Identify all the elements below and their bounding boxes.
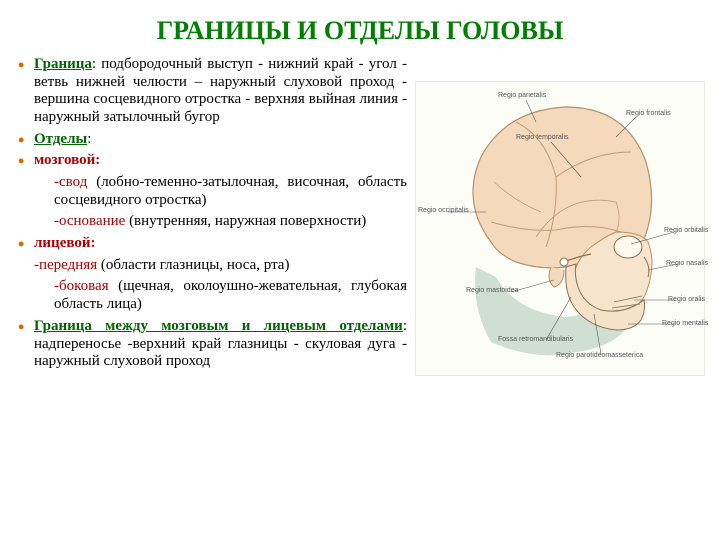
sections-colon: : xyxy=(87,131,91,147)
lbl-fossa: Fossa retromandibularis xyxy=(498,336,573,343)
item-border: Граница: подбородочный выступ - нижний к… xyxy=(12,56,407,127)
image-column: Regio parietalis Regio temporalis Regio … xyxy=(407,56,707,376)
face-anterior-label: -передняя xyxy=(34,257,97,273)
brain-base-text: (внутренняя, наружная поверхности) xyxy=(125,213,366,229)
content-area: Граница: подбородочный выступ - нижний к… xyxy=(0,56,720,376)
brain-base: -основание (внутренняя, наружная поверхн… xyxy=(12,213,407,231)
brain-base-label: -основание xyxy=(54,213,125,229)
text-column: Граница: подбородочный выступ - нижний к… xyxy=(12,56,407,376)
skull-diagram: Regio parietalis Regio temporalis Regio … xyxy=(415,81,705,376)
item-brain: мозговой: xyxy=(12,152,407,170)
brain-vault: -свод (лобно-теменно-затылочная, височна… xyxy=(12,174,407,209)
lbl-frontalis: Regio frontalis xyxy=(626,110,671,117)
lbl-orbitalis: Regio orbitalis xyxy=(664,227,708,234)
lbl-occipitalis: Regio occipitalis xyxy=(418,207,469,214)
lbl-mentalis: Regio mentalis xyxy=(662,320,708,327)
between-label: Граница между мозговым и лицевым отделам… xyxy=(34,318,403,334)
item-face: лицевой: xyxy=(12,235,407,253)
brain-vault-text: (лобно-теменно-затылочная, височная, обл… xyxy=(54,174,407,208)
face-lateral-label: -боковая xyxy=(54,278,109,294)
lbl-mastoidea: Regio mastoidea xyxy=(466,287,519,294)
item-sections: Отделы: xyxy=(12,131,407,149)
skull-svg xyxy=(416,82,706,377)
brain-label: мозговой: xyxy=(34,152,100,168)
slide-title: ГРАНИЦЫ И ОТДЕЛЫ ГОЛОВЫ xyxy=(0,0,720,56)
lbl-oralis: Regio oralis xyxy=(668,296,705,303)
item-between: Граница между мозговым и лицевым отделам… xyxy=(12,318,407,371)
lbl-temporalis: Regio temporalis xyxy=(516,134,569,141)
lbl-parietalis: Regio parietalis xyxy=(498,92,546,99)
face-anterior: -передняя (области глазницы, носа, рта) xyxy=(12,257,407,275)
sections-label: Отделы xyxy=(34,131,87,147)
face-lateral: -боковая (щечная, околоушно-жевательная,… xyxy=(12,278,407,313)
lbl-nasalis: Regio nasalis xyxy=(666,260,708,267)
face-label: лицевой: xyxy=(34,235,96,251)
border-label: Граница xyxy=(34,56,92,72)
lbl-parotid: Regio parotideomasseterica xyxy=(556,352,643,359)
face-anterior-text: (области глазницы, носа, рта) xyxy=(97,257,289,273)
brain-vault-label: -свод xyxy=(54,174,87,190)
